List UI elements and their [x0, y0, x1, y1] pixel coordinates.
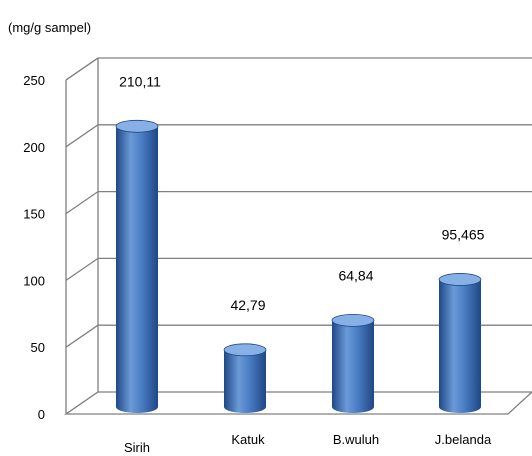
y-tick-label: 100 — [23, 273, 45, 288]
bars — [115, 119, 482, 414]
axes — [63, 57, 532, 415]
bar-top — [223, 343, 267, 357]
bar-body — [224, 349, 266, 413]
bar-body — [332, 320, 374, 413]
y-tick-label: 150 — [23, 207, 45, 222]
bar-body — [116, 126, 158, 414]
bar-b-wuluh — [331, 313, 375, 413]
data-labels: 210,11 42,79 64,84 95,465 — [119, 73, 485, 313]
bar-sirih — [115, 119, 159, 414]
y-tick-labels: 0 50 100 150 200 250 — [23, 73, 45, 422]
gridline-diag — [65, 57, 99, 81]
x-tick-label: J.belanda — [435, 432, 492, 447]
x-tick-label: Katuk — [231, 432, 265, 447]
data-label: 64,84 — [338, 267, 373, 283]
bar-body — [439, 279, 481, 413]
y-axis-title: (mg/g sampel) — [8, 20, 91, 35]
gridline-diag — [65, 124, 99, 148]
bar-top — [115, 119, 159, 133]
gridline-diag — [65, 324, 99, 348]
x-tick-label: B.wuluh — [333, 432, 379, 447]
x-tick-labels: Sirih Katuk B.wuluh J.belanda — [124, 432, 492, 455]
data-label: 210,11 — [119, 73, 161, 89]
gridlines — [65, 57, 532, 415]
bar-j-belanda — [438, 273, 482, 413]
y-tick-label: 50 — [31, 340, 45, 355]
y-tick-label: 200 — [23, 140, 45, 155]
bar-katuk — [223, 343, 267, 413]
bar-top — [331, 313, 375, 327]
gridline-diag — [65, 257, 99, 281]
gridline-diag — [65, 191, 99, 215]
y-tick-label: 0 — [38, 407, 45, 422]
data-label: 42,79 — [230, 297, 265, 313]
bar-top — [438, 273, 482, 286]
chart-floor — [63, 391, 532, 415]
x-tick-label: Sirih — [124, 440, 150, 455]
data-label: 95,465 — [442, 226, 485, 242]
y-tick-label: 250 — [23, 73, 45, 88]
